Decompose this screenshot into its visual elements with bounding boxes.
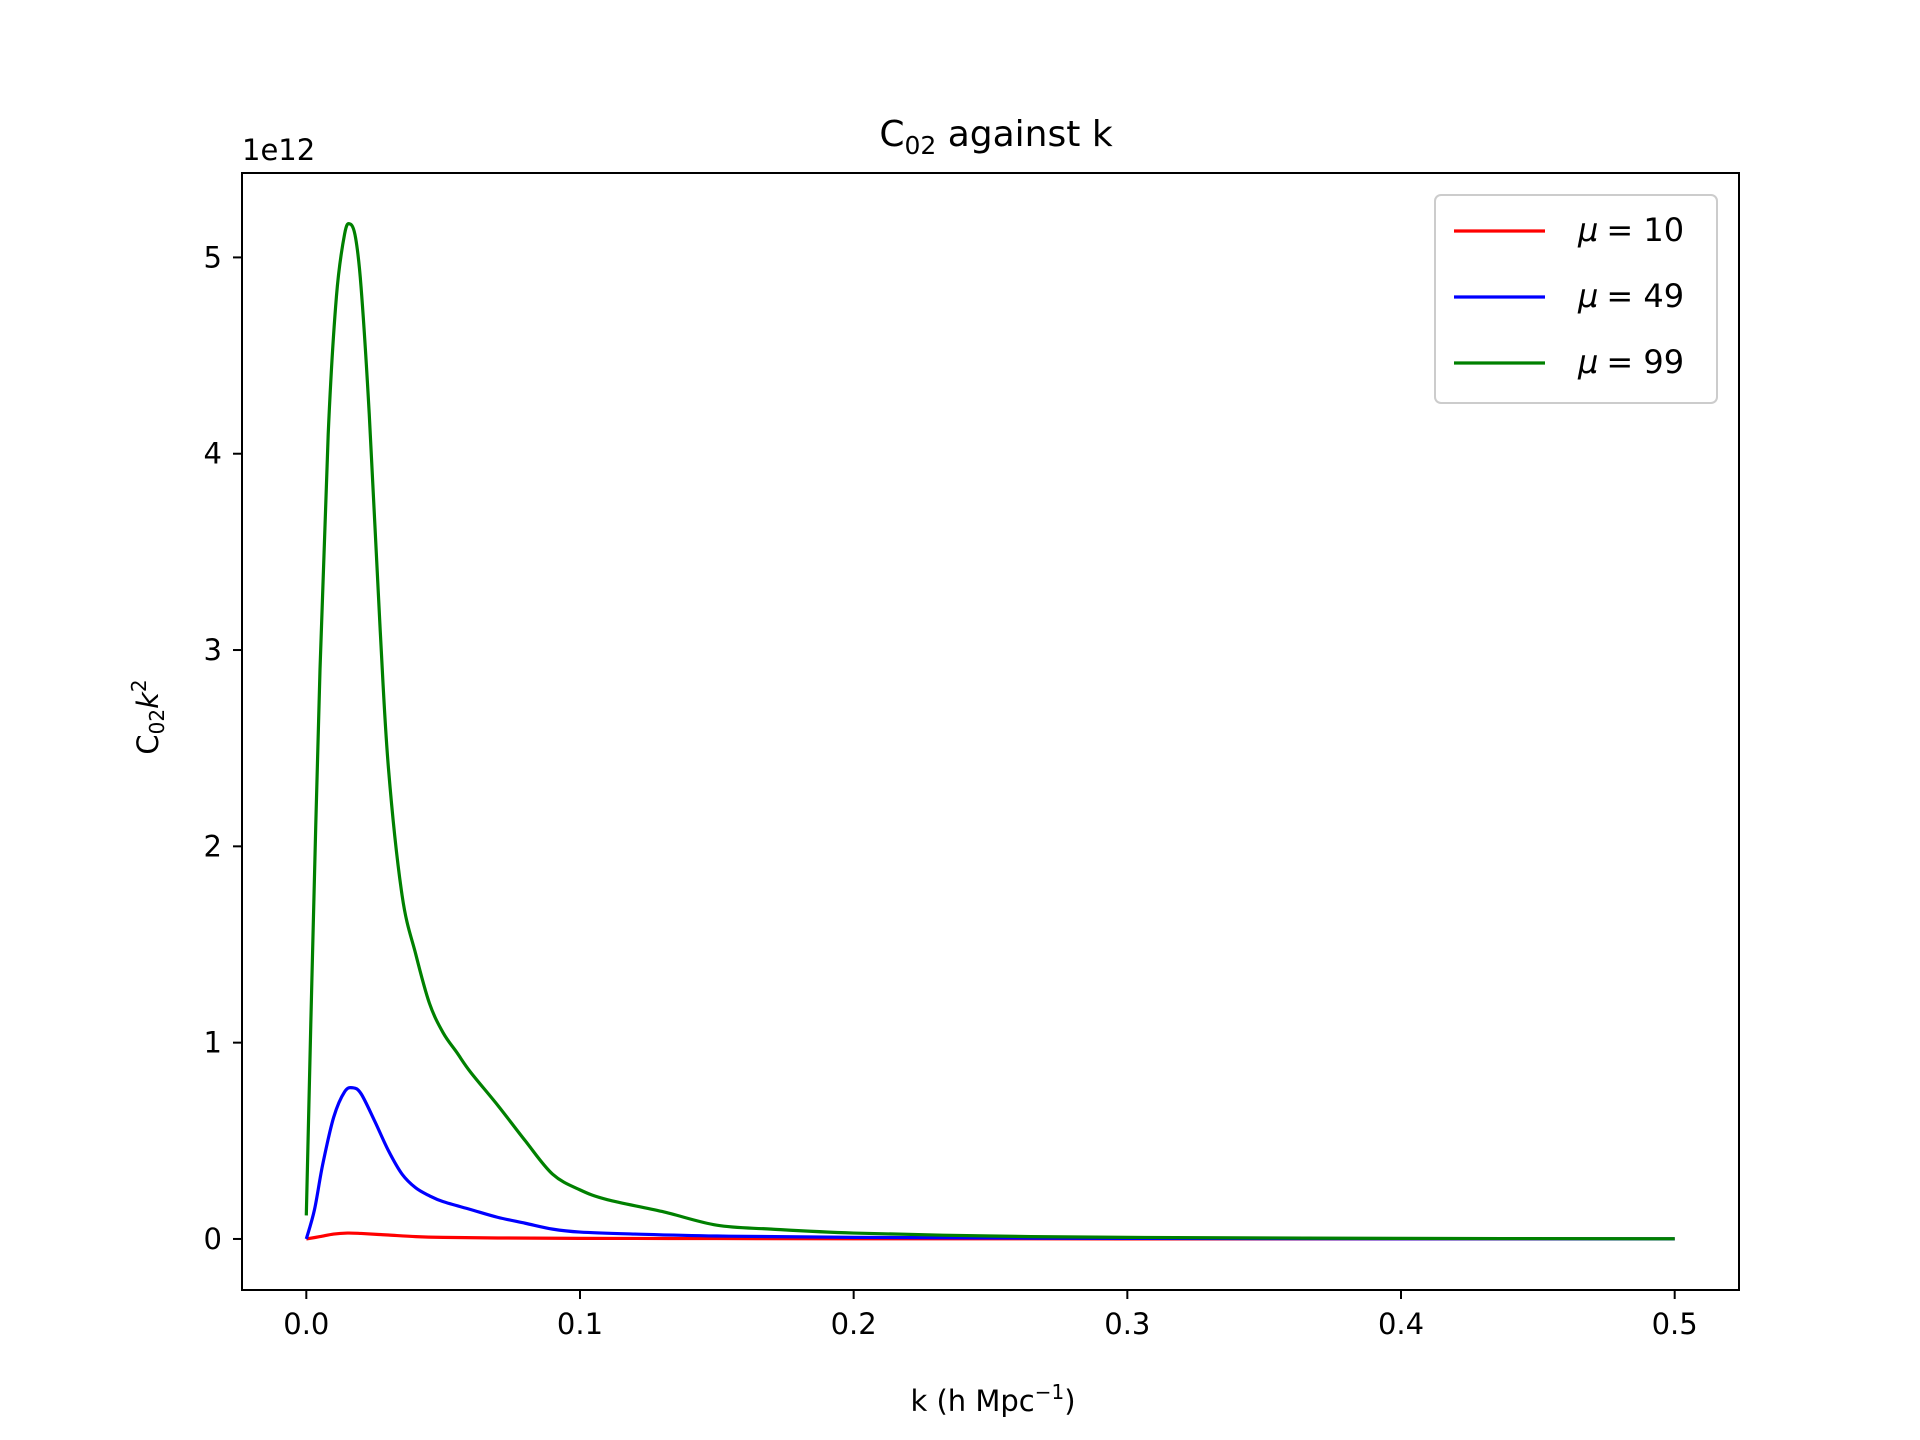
legend-label-1: μ = 49 <box>1577 277 1684 315</box>
legend-label-symbol: μ <box>1577 211 1598 249</box>
y-tick-label: 4 <box>204 437 222 471</box>
chart-title-c: C <box>879 114 904 155</box>
chart-title-rest: against k <box>936 114 1113 155</box>
legend-label-value: = 49 <box>1606 277 1684 315</box>
chart-title: C02 against k <box>879 114 1113 160</box>
y-axis-label-superscript: 2 <box>127 679 151 692</box>
legend-items: μ = 10μ = 49μ = 99 <box>1454 211 1684 381</box>
chart-title-subscript: 02 <box>904 131 936 160</box>
y-tick-label: 0 <box>204 1222 222 1256</box>
series-line-2 <box>304 222 1675 1241</box>
y-axis-label: C02k2 <box>127 679 169 754</box>
y-offset-text: 1e12 <box>242 133 315 167</box>
y-axis-label-subscript: 02 <box>145 709 169 734</box>
x-tick-label: 0.2 <box>831 1307 877 1341</box>
ticks: 0.0 0.1 0.2 0.3 0.4 0.5 0 1 2 3 4 5 <box>204 240 1698 1341</box>
legend-label-2: μ = 99 <box>1577 343 1684 381</box>
legend-label-value: = 10 <box>1606 211 1684 249</box>
legend-label-0: μ = 10 <box>1577 211 1684 249</box>
y-tick-label: 1 <box>204 1026 222 1060</box>
plot-lines <box>304 222 1675 1241</box>
x-axis-label-end: ) <box>1064 1384 1075 1418</box>
y-tick-label: 3 <box>204 633 222 667</box>
x-tick-label: 0.0 <box>283 1307 329 1341</box>
x-tick-label: 0.1 <box>557 1307 603 1341</box>
x-axis-label: k (h Mpc−1) <box>910 1380 1075 1418</box>
x-tick-label: 0.3 <box>1104 1307 1150 1341</box>
y-axis-label-k: k <box>131 691 165 709</box>
x-axis-label-superscript: −1 <box>1035 1380 1064 1404</box>
legend-label-symbol: μ <box>1577 343 1598 381</box>
x-tick-label: 0.5 <box>1652 1307 1698 1341</box>
legend-box <box>1434 194 1718 404</box>
axes-frame <box>241 172 1740 1291</box>
y-tick-label: 5 <box>204 240 222 274</box>
x-tick-label: 0.4 <box>1378 1307 1424 1341</box>
y-axis-label-c: C <box>131 734 165 754</box>
y-tick-label: 2 <box>204 829 222 863</box>
x-axis-label-main: k (h Mpc <box>910 1384 1034 1418</box>
legend: μ = 10μ = 49μ = 99 <box>1434 194 1718 404</box>
legend-label-value: = 99 <box>1606 343 1684 381</box>
legend-label-symbol: μ <box>1577 277 1598 315</box>
